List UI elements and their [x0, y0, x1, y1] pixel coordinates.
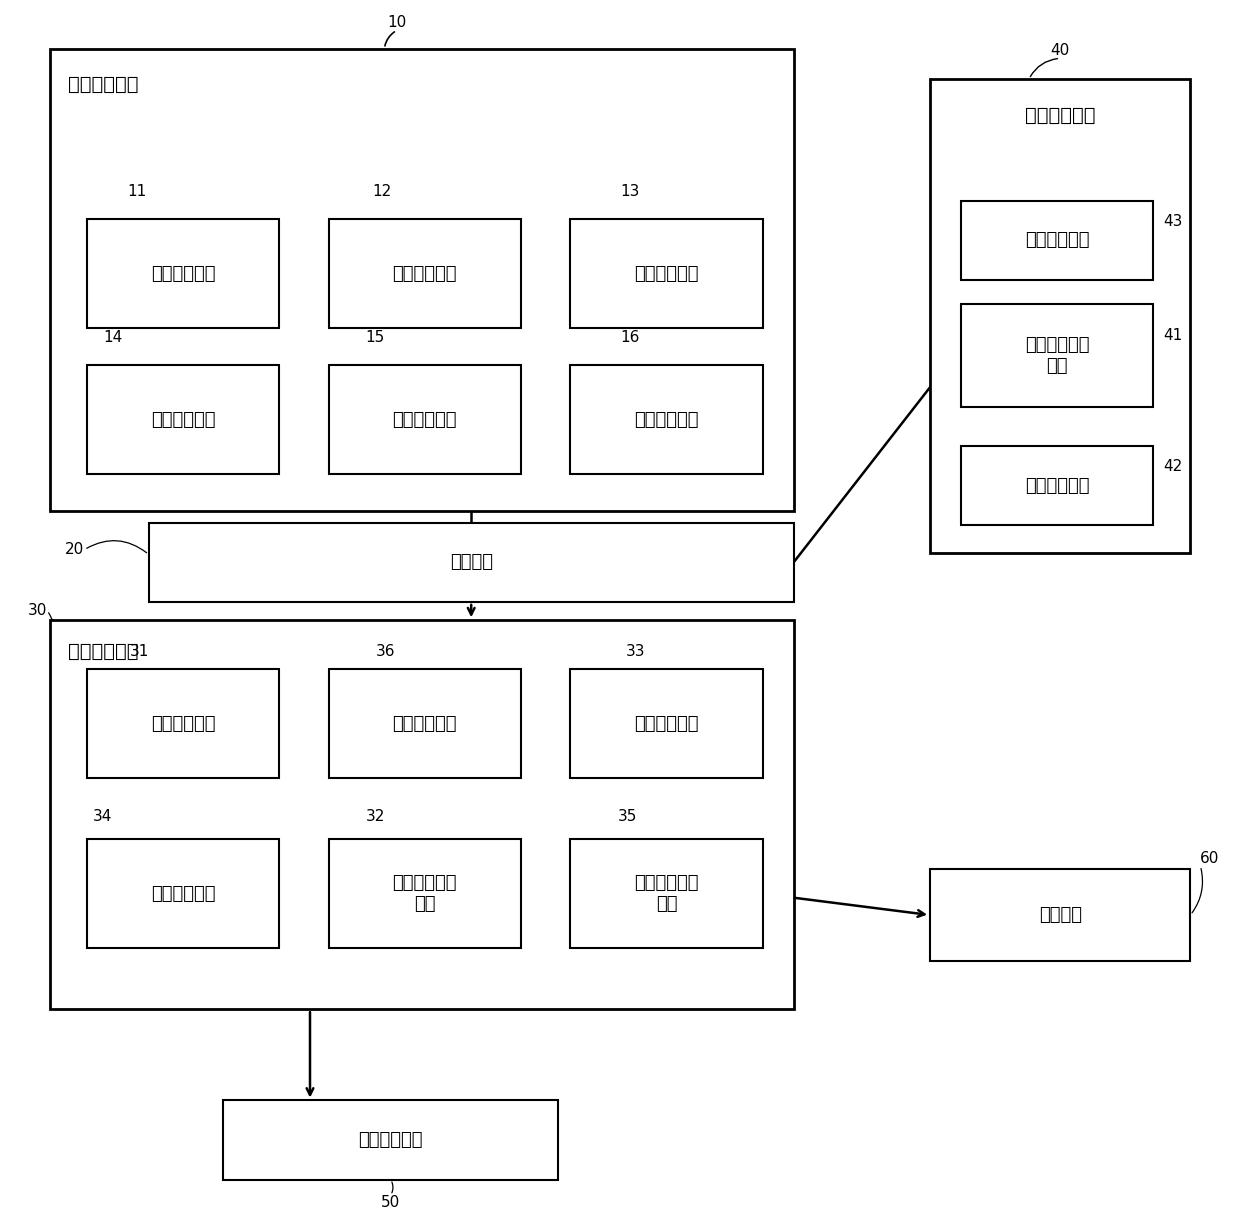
FancyBboxPatch shape — [87, 365, 279, 474]
Text: 基础配置模块: 基础配置模块 — [1025, 106, 1095, 125]
Text: 15: 15 — [366, 331, 386, 345]
FancyBboxPatch shape — [329, 219, 521, 328]
Text: 任务配置模块: 任务配置模块 — [1024, 477, 1090, 495]
FancyBboxPatch shape — [87, 839, 279, 948]
Text: 数据协同模块: 数据协同模块 — [634, 715, 699, 732]
Text: 计算数据生成
模块: 计算数据生成 模块 — [634, 874, 699, 913]
Text: 质量控制模块: 质量控制模块 — [634, 265, 699, 282]
FancyBboxPatch shape — [50, 620, 794, 1009]
Text: 版本控制模块: 版本控制模块 — [150, 411, 216, 428]
FancyBboxPatch shape — [961, 304, 1153, 407]
Text: 32: 32 — [366, 810, 386, 824]
Text: 效能分析模块: 效能分析模块 — [634, 411, 699, 428]
Text: 12: 12 — [372, 185, 392, 199]
FancyBboxPatch shape — [223, 1100, 558, 1180]
Text: 进度管理模块: 进度管理模块 — [392, 265, 458, 282]
Text: 34: 34 — [93, 810, 113, 824]
FancyBboxPatch shape — [930, 79, 1190, 553]
FancyBboxPatch shape — [329, 669, 521, 778]
FancyBboxPatch shape — [570, 669, 763, 778]
Text: 设计任务模块: 设计任务模块 — [68, 75, 139, 95]
Text: 权限配置模块: 权限配置模块 — [1024, 231, 1090, 249]
Text: 40: 40 — [1050, 44, 1070, 58]
Text: 50: 50 — [381, 1195, 401, 1210]
Text: 任务创建模块: 任务创建模块 — [150, 265, 216, 282]
Text: 42: 42 — [1163, 460, 1183, 474]
Text: 33: 33 — [626, 644, 646, 659]
Text: 数据模型交互
模块: 数据模型交互 模块 — [392, 874, 458, 913]
Text: 设计数据模块: 设计数据模块 — [68, 642, 139, 662]
FancyBboxPatch shape — [930, 869, 1190, 961]
FancyBboxPatch shape — [329, 839, 521, 948]
FancyBboxPatch shape — [87, 219, 279, 328]
FancyBboxPatch shape — [87, 669, 279, 778]
Text: 31: 31 — [130, 644, 150, 659]
FancyBboxPatch shape — [961, 201, 1153, 280]
Text: 41: 41 — [1163, 328, 1183, 343]
Text: 设计流程配置
模块: 设计流程配置 模块 — [1024, 337, 1090, 375]
FancyBboxPatch shape — [570, 839, 763, 948]
FancyBboxPatch shape — [149, 523, 794, 602]
Text: 输出数据模块: 输出数据模块 — [392, 715, 458, 732]
Text: 30: 30 — [27, 603, 47, 618]
FancyBboxPatch shape — [570, 365, 763, 474]
FancyBboxPatch shape — [961, 446, 1153, 525]
Text: 11: 11 — [128, 185, 148, 199]
Text: 输入数据模块: 输入数据模块 — [150, 715, 216, 732]
FancyBboxPatch shape — [570, 219, 763, 328]
Text: 43: 43 — [1163, 214, 1183, 229]
Text: 设计数据模型: 设计数据模型 — [358, 1131, 423, 1149]
Text: 14: 14 — [103, 331, 123, 345]
Text: 数据展示模块: 数据展示模块 — [150, 885, 216, 902]
Text: 13: 13 — [620, 185, 640, 199]
Text: 35: 35 — [618, 810, 637, 824]
Text: 60: 60 — [1200, 851, 1220, 866]
Text: 关联模块: 关联模块 — [450, 553, 492, 572]
Text: 36: 36 — [376, 644, 396, 659]
Text: 20: 20 — [64, 542, 84, 557]
Text: 设计工具: 设计工具 — [1039, 906, 1081, 924]
Text: 16: 16 — [620, 331, 640, 345]
Text: 10: 10 — [387, 16, 407, 30]
FancyBboxPatch shape — [50, 49, 794, 511]
FancyBboxPatch shape — [329, 365, 521, 474]
Text: 知识管理模块: 知识管理模块 — [392, 411, 458, 428]
